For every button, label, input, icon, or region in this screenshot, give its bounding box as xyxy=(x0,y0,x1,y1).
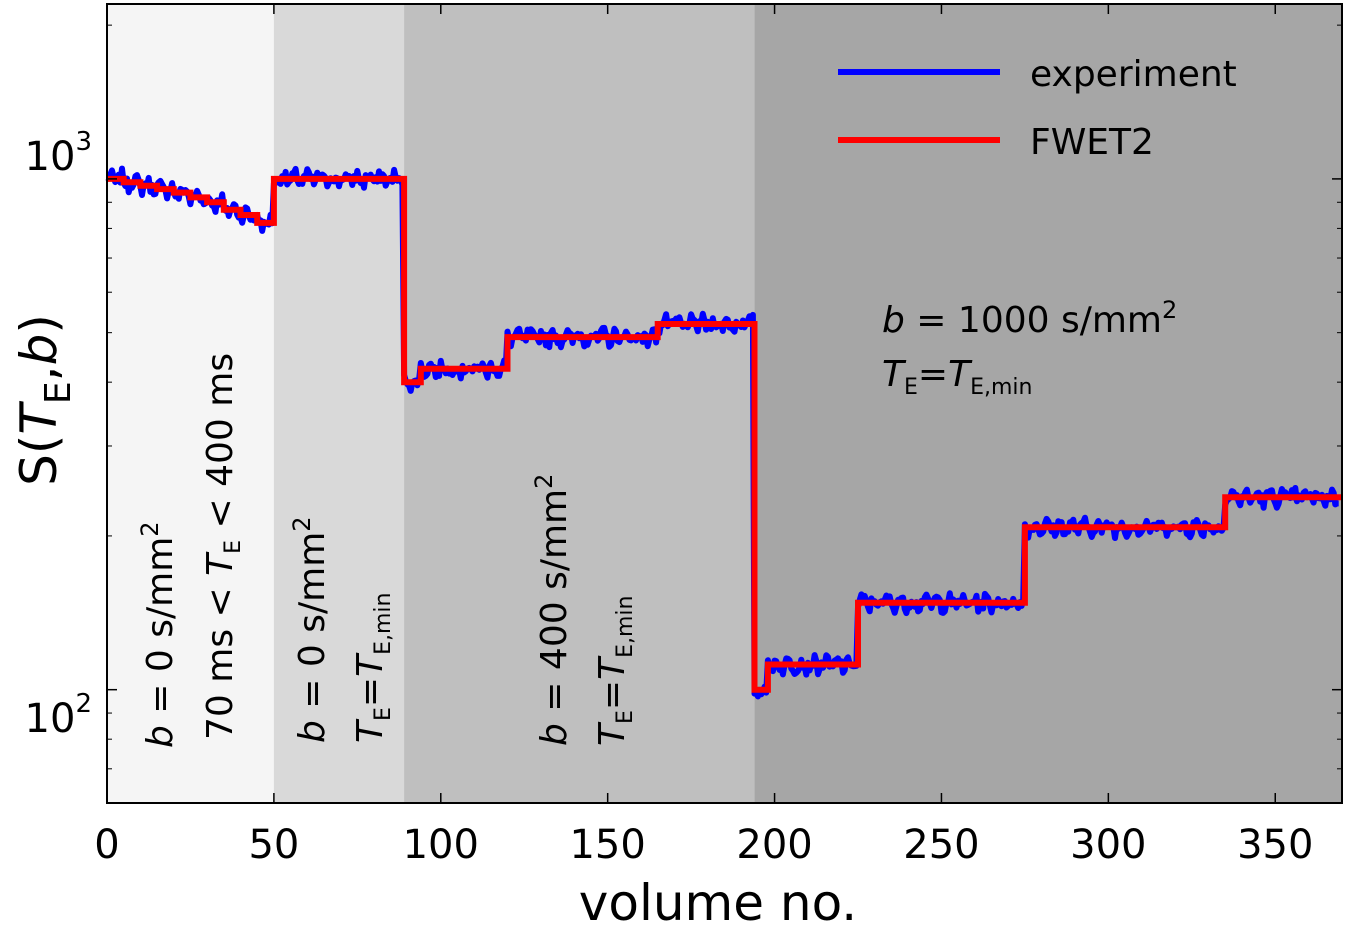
legend-label-experiment: experiment xyxy=(1030,54,1237,95)
x-tick-label-350: 350 xyxy=(1237,822,1313,868)
y-tick-label-100: 102 xyxy=(25,689,92,742)
x-tick-labels: 0 50 100 150 200 250 300 350 xyxy=(94,822,1313,868)
y-axis-title: S(TE,b) xyxy=(10,314,79,486)
annotation-region2-te: TE=TE,min xyxy=(350,593,396,743)
x-axis-title: volume no. xyxy=(579,874,857,927)
region-3 xyxy=(404,4,755,803)
annotation-region1-b: b = 0 s/mm2 xyxy=(136,521,181,748)
annotation-region4-te: TE=TE,min xyxy=(882,354,1032,400)
axis-ticks xyxy=(106,4,1342,804)
x-tick-label-300: 300 xyxy=(1070,822,1146,868)
annotation-region2-b: b = 0 s/mm2 xyxy=(288,516,333,743)
series-fwet2 xyxy=(107,175,1342,693)
x-tick-label-200: 200 xyxy=(736,822,812,868)
x-tick-label-150: 150 xyxy=(569,822,645,868)
line-fwet2 xyxy=(107,175,1342,693)
region-2 xyxy=(273,4,405,803)
x-tick-label-0: 0 xyxy=(94,822,119,868)
legend-label-fwet2: FWET2 xyxy=(1030,122,1154,163)
x-tick-label-100: 100 xyxy=(403,822,479,868)
annotation-region3-b: b = 400 s/mm2 xyxy=(530,474,575,746)
x-tick-label-50: 50 xyxy=(248,822,299,868)
legend: experiment FWET2 xyxy=(838,54,1237,163)
plot-frame xyxy=(106,3,1343,804)
annotation-region3-te: TE=TE,min xyxy=(592,596,638,746)
annotation-region1-te: 70 ms < TE < 400 ms xyxy=(200,353,246,740)
annotation-region4-b: b = 1000 s/mm2 xyxy=(882,296,1177,341)
y-tick-label-1000: 103 xyxy=(25,127,92,180)
background-regions xyxy=(107,4,1342,803)
region-1 xyxy=(107,4,274,803)
x-tick-label-250: 250 xyxy=(903,822,979,868)
